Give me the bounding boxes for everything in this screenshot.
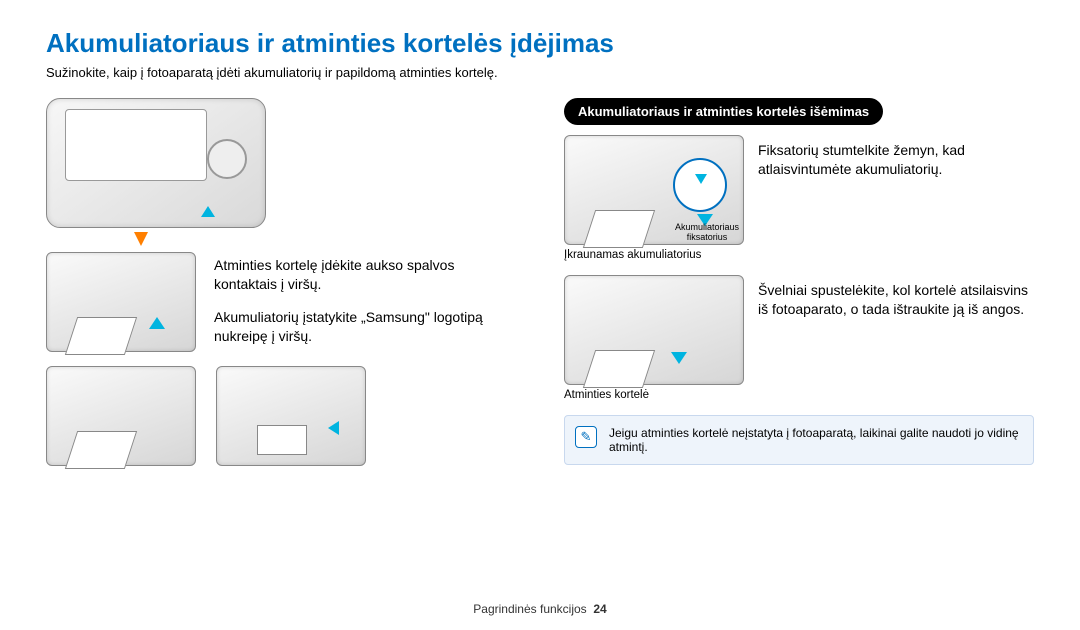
remove-card-row: Atminties kortelė Švelniai spustelėkite,…	[564, 275, 1034, 401]
cyan-arrow-icon	[671, 352, 687, 364]
lock-label-line2: fiksatorius	[687, 232, 728, 242]
orange-down-arrow-icon	[134, 232, 148, 246]
note-text: Jeigu atminties kortelė neįstatyta į fot…	[609, 426, 1019, 454]
camera-top-illustration	[46, 98, 266, 228]
arrow-icon	[201, 206, 215, 217]
left-column: Atminties kortelę įdėkite aukso spalvos …	[46, 98, 516, 466]
remove-battery-row: Akumuliatoriaus fiksatorius Įkraunamas a…	[564, 135, 1034, 261]
remove-card-illustration	[564, 275, 744, 385]
close-step-row	[46, 366, 516, 466]
insert-battery-text: Akumuliatorių įstatykite „Samsung" logot…	[214, 308, 516, 346]
cyan-arrow-icon	[149, 317, 165, 329]
insert-card-text: Atminties kortelę įdėkite aukso spalvos …	[214, 256, 516, 294]
remove-card-text: Švelniai spustelėkite, kol kortelė atsil…	[758, 275, 1034, 319]
close-illustration-1	[46, 366, 196, 466]
door-icon	[583, 350, 655, 388]
note-box: ✎ Jeigu atminties kortelė neįstatyta į f…	[564, 415, 1034, 465]
battery-lock-callout	[673, 158, 727, 212]
remove-battery-illustration: Akumuliatoriaus fiksatorius	[564, 135, 744, 245]
insert-step-row: Atminties kortelę įdėkite aukso spalvos …	[46, 252, 516, 352]
page-subtitle: Sužinokite, kaip į fotoaparatą įdėti aku…	[46, 65, 1034, 80]
footer-page-number: 24	[593, 602, 606, 616]
cyan-arrow-icon	[328, 421, 339, 435]
right-column: Akumuliatoriaus ir atminties kortelės iš…	[564, 98, 1034, 466]
door-icon	[583, 210, 655, 248]
battery-lock-label: Akumuliatoriaus fiksatorius	[675, 223, 739, 242]
page-footer: Pagrindinės funkcijos 24	[0, 602, 1080, 616]
content-columns: Atminties kortelę įdėkite aukso spalvos …	[46, 98, 1034, 466]
door-icon	[65, 431, 137, 469]
removal-heading-pill: Akumuliatoriaus ir atminties kortelės iš…	[564, 98, 883, 125]
remove-battery-text: Fiksatorių stumtelkite žemyn, kad atlais…	[758, 135, 1034, 179]
door-icon	[65, 317, 137, 355]
close-illustration-2	[216, 366, 366, 466]
page-title: Akumuliatoriaus ir atminties kortelės įd…	[46, 28, 1034, 59]
card-caption: Atminties kortelė	[564, 389, 744, 401]
door-icon	[257, 425, 307, 455]
footer-section: Pagrindinės funkcijos	[473, 602, 586, 616]
note-icon: ✎	[575, 426, 597, 448]
insert-illustration	[46, 252, 196, 352]
battery-caption: Įkraunamas akumuliatorius	[564, 249, 744, 261]
